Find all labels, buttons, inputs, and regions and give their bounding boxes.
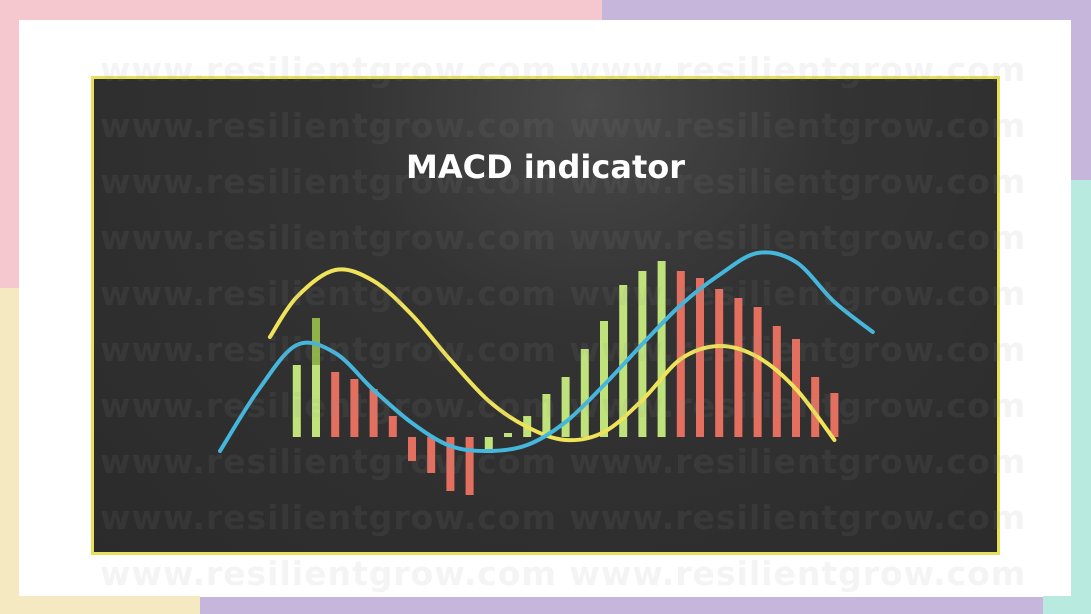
histogram-bar [369,389,378,437]
histogram-bar [657,261,666,437]
histogram-bar [542,394,551,437]
histogram-bar [638,271,647,437]
histogram-bar [465,437,474,495]
histogram-bar [753,307,762,437]
histogram-bar [427,437,436,473]
histogram-bar [388,416,397,437]
histogram-bar [484,437,493,453]
histogram-bar [292,365,301,437]
histogram-bar [446,437,455,491]
histogram-bar [561,377,570,437]
histogram-bar [600,321,608,437]
histogram-bar [734,298,743,437]
histogram-bar [312,318,320,437]
histogram-bar [619,285,628,437]
histogram-bar [580,349,589,437]
histogram-bar [504,433,512,437]
histogram-bar [772,326,781,437]
histogram-bar [350,379,359,437]
background-purple-strip [200,597,1043,614]
histogram-bar [696,278,704,437]
histogram-bar [676,271,685,437]
macd-line [218,250,875,454]
histogram-bar [830,393,839,437]
histogram-bar-overlap [312,318,320,365]
chart-title: MACD indicator [405,148,686,186]
histogram-bar [331,372,340,437]
histogram-bar [811,377,820,437]
histogram-bar [408,437,416,461]
histogram-bar [715,289,724,437]
